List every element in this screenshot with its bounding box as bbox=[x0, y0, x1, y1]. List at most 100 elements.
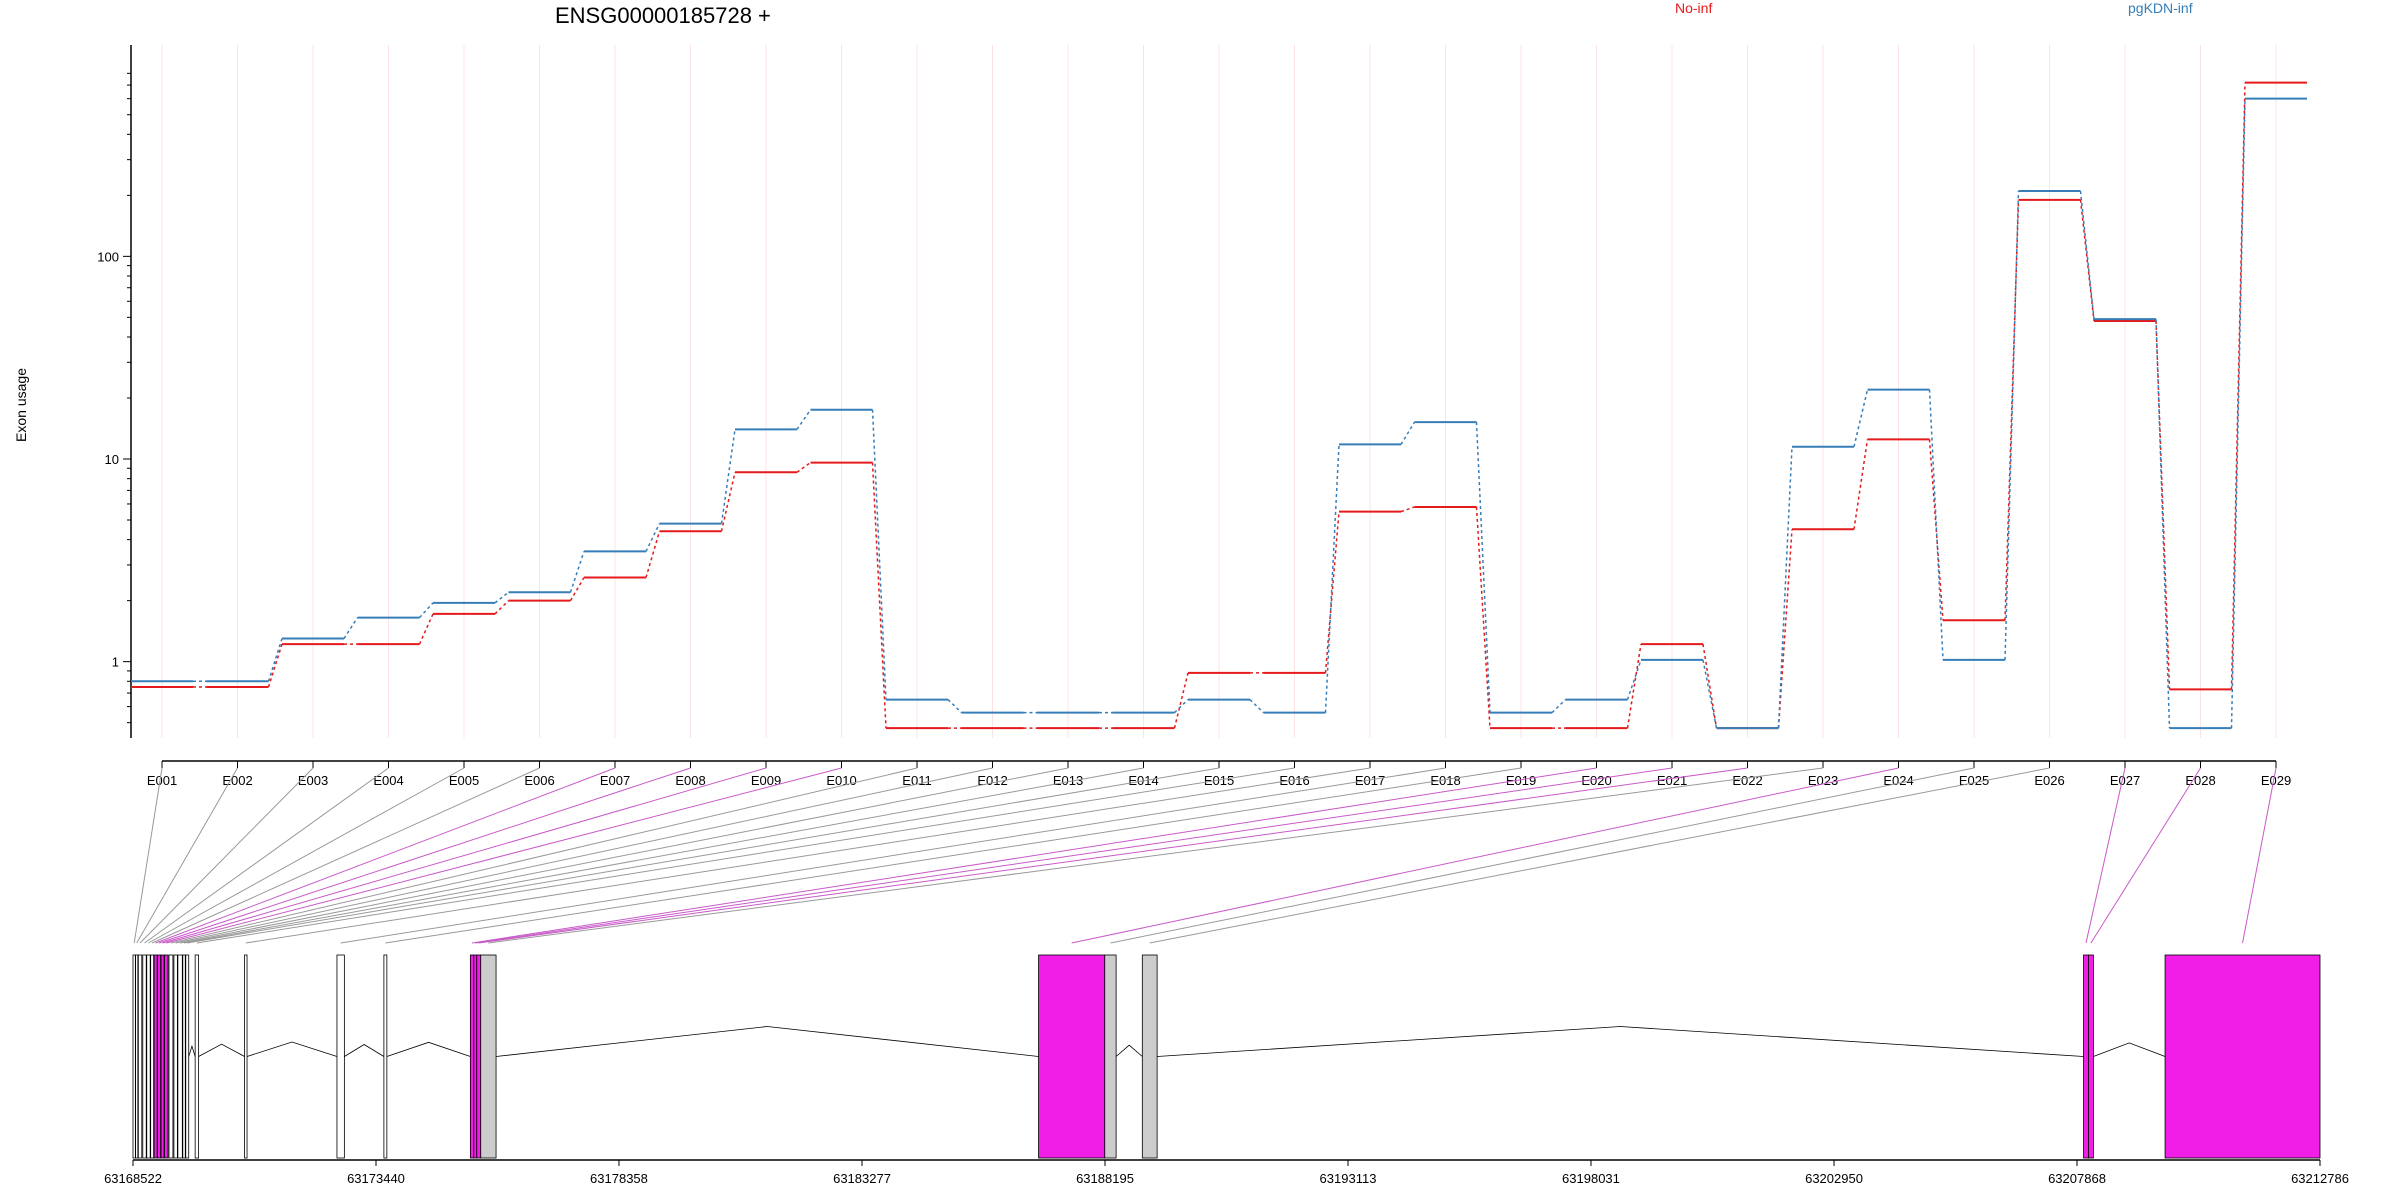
exon-box bbox=[1141, 954, 1158, 1159]
exon-connector bbox=[162, 767, 767, 944]
series-no-inf-connector bbox=[1173, 672, 1189, 729]
x-tick-label: E018 bbox=[1430, 773, 1460, 788]
series-no-inf-connector bbox=[2230, 82, 2246, 690]
exon-connector bbox=[136, 767, 238, 944]
exon-connector bbox=[2090, 767, 2201, 944]
series-no-inf-connector bbox=[418, 613, 434, 645]
grid-layer bbox=[161, 45, 2277, 738]
x-tick-label: E006 bbox=[524, 773, 554, 788]
exon-connector bbox=[245, 767, 1371, 944]
series-no-inf-connector bbox=[796, 461, 811, 473]
genomic-tick-label: 63202950 bbox=[1805, 1171, 1863, 1186]
intron-line bbox=[1157, 1026, 2084, 1057]
x-tick-label: E028 bbox=[2185, 773, 2215, 788]
series-pgkdn-inf-connector bbox=[569, 551, 585, 593]
x-tick-label: E003 bbox=[298, 773, 328, 788]
series-pgkdn-inf-connector bbox=[645, 523, 661, 552]
exon-box bbox=[383, 954, 388, 1159]
series-no-inf-connector bbox=[2155, 320, 2171, 690]
exon-box bbox=[173, 954, 178, 1159]
intron-line bbox=[198, 1043, 245, 1057]
exon-box bbox=[160, 954, 165, 1159]
series-pgkdn-inf-connector bbox=[796, 409, 812, 430]
x-tick-label: E007 bbox=[600, 773, 630, 788]
series-no-inf-connector bbox=[871, 462, 887, 729]
intron-line bbox=[344, 1044, 385, 1057]
exon-box bbox=[135, 954, 139, 1159]
x-tick-label: E008 bbox=[675, 773, 705, 788]
series-pgkdn-inf-connector bbox=[1551, 699, 1567, 714]
series-pgkdn-inf-connector bbox=[494, 591, 509, 604]
exon-connector bbox=[148, 767, 465, 944]
series-pgkdn-inf-connector bbox=[1626, 659, 1642, 700]
exon-connector bbox=[139, 767, 314, 944]
genomic-tick-label: 63183277 bbox=[833, 1171, 891, 1186]
series-no-inf-connector bbox=[1400, 506, 1415, 513]
exon-connector bbox=[1149, 767, 2050, 944]
series-no-inf-connector bbox=[569, 577, 585, 602]
exon-connector bbox=[385, 767, 1522, 944]
legend-no-inf: No-inf bbox=[1675, 0, 1712, 16]
series-pgkdn-inf-connector bbox=[2155, 319, 2171, 729]
exon-connector bbox=[175, 767, 993, 944]
exon-connector bbox=[2085, 767, 2126, 944]
legend-pgkdn-inf: pgKDN-inf bbox=[2128, 0, 2193, 16]
genomic-tick-label: 63207868 bbox=[2048, 1171, 2106, 1186]
exon-box bbox=[182, 954, 186, 1159]
exon-connector bbox=[1071, 767, 1899, 944]
series-no-inf-connector bbox=[2079, 199, 2095, 322]
exon-box bbox=[150, 954, 155, 1159]
x-tick-label: E026 bbox=[2034, 773, 2064, 788]
exon-connector bbox=[2242, 767, 2277, 944]
series-pgkdn-inf-connector bbox=[871, 409, 887, 700]
series-pgkdn-inf-connector bbox=[1475, 422, 1491, 713]
exon-connector bbox=[144, 767, 389, 944]
exon-box bbox=[157, 954, 161, 1159]
series-pgkdn-inf-connector bbox=[1777, 446, 1793, 729]
exon-connector bbox=[475, 767, 1673, 944]
x-tick-label: E001 bbox=[147, 773, 177, 788]
genomic-tick-label: 63168522 bbox=[104, 1171, 162, 1186]
series-layer bbox=[131, 81, 2307, 730]
exon-connector bbox=[187, 767, 1220, 944]
intron-line bbox=[386, 1041, 471, 1057]
series-no-inf-connector bbox=[267, 643, 283, 688]
x-tick-label: E016 bbox=[1279, 773, 1309, 788]
series-no-inf-connector bbox=[1853, 439, 1869, 530]
genomic-tick-label: 63193113 bbox=[1320, 1171, 1377, 1186]
series-pgkdn-inf-connector bbox=[1400, 421, 1416, 445]
x-tick-label: E009 bbox=[751, 773, 781, 788]
series-pgkdn-inf-connector bbox=[1324, 444, 1340, 713]
series-pgkdn-inf-connector bbox=[1173, 699, 1189, 714]
y-axis-label: Exon usage bbox=[13, 368, 29, 442]
exon-box bbox=[480, 954, 497, 1159]
exon-box bbox=[153, 954, 158, 1159]
exon-box bbox=[164, 954, 169, 1159]
series-pgkdn-inf-connector bbox=[2004, 191, 2020, 660]
exon-connector bbox=[488, 767, 1824, 944]
exon-connector bbox=[340, 767, 1446, 944]
x-tick-label: E019 bbox=[1506, 773, 1536, 788]
y-tick-label: 1 bbox=[112, 655, 119, 670]
x-tick-label: E022 bbox=[1732, 773, 1762, 788]
x-tick-label: E004 bbox=[373, 773, 403, 788]
exon-connector bbox=[155, 767, 616, 944]
exon-box bbox=[473, 954, 478, 1159]
exon-box bbox=[194, 954, 200, 1159]
exon-box bbox=[476, 954, 482, 1159]
gene-model: 63168522 63173440 63178358 63183277 63188195… bbox=[104, 954, 2349, 1186]
x-tick-label: E017 bbox=[1355, 773, 1385, 788]
x-tick-label: E013 bbox=[1053, 773, 1083, 788]
genomic-tick-label: 63198031 bbox=[1562, 1171, 1620, 1186]
exon-box bbox=[132, 954, 136, 1159]
exon-box bbox=[2083, 954, 2089, 1159]
exon-connector bbox=[170, 767, 918, 944]
genomic-tick-label: 63212786 bbox=[2291, 1171, 2349, 1186]
exon-box bbox=[146, 954, 151, 1159]
exon-box bbox=[2088, 954, 2094, 1159]
exon-box bbox=[469, 954, 475, 1159]
series-no-inf-connector bbox=[1475, 506, 1491, 729]
intron-line bbox=[188, 1044, 196, 1057]
exon-box bbox=[2164, 954, 2321, 1159]
